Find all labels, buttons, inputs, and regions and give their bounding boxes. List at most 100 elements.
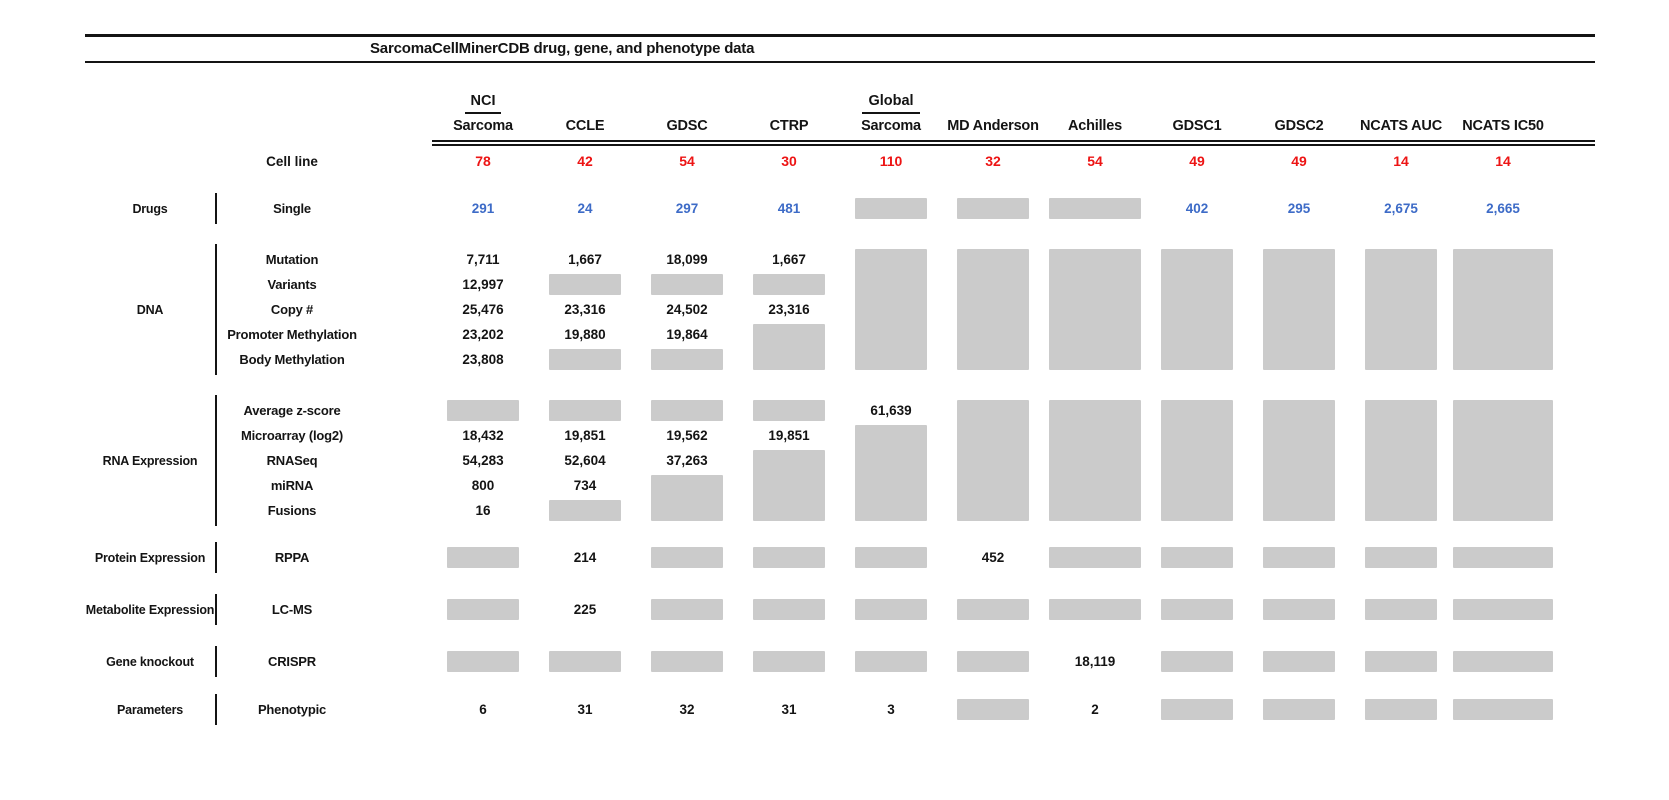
section-gap bbox=[367, 597, 432, 622]
missing-data-box bbox=[651, 547, 723, 568]
section-label: DNA bbox=[136, 302, 164, 317]
missing-data-box bbox=[1263, 599, 1335, 620]
missing-data-box bbox=[1453, 599, 1553, 620]
data-value: 37,263 bbox=[666, 453, 708, 468]
missing-data-box bbox=[957, 198, 1029, 219]
section-row-labels: Mutation Variants Copy # Promoter Methylati… bbox=[217, 247, 367, 372]
cell-line-count: 14 bbox=[1393, 153, 1409, 169]
section-gene-knockout: Gene knockout CRISPR 18,119 bbox=[85, 646, 1595, 677]
data-col-ccle: 214 bbox=[534, 545, 636, 570]
column-header-gdsc2: GDSC2 bbox=[1248, 93, 1350, 136]
missing-data-box bbox=[1049, 547, 1141, 568]
missing-data-box bbox=[855, 547, 927, 568]
page-title: SarcomaCellMinerCDB drug, gene, and phen… bbox=[370, 40, 755, 57]
cell-line-counts: 78 42 54 30 110 32 54 49 49 14 14 bbox=[432, 149, 1554, 174]
data-col-ncats-auc bbox=[1350, 545, 1452, 570]
data-value: 800 bbox=[471, 478, 495, 493]
data-col-ncats-ic50 bbox=[1452, 649, 1554, 674]
column-header-global-sarcoma: Global Sarcoma bbox=[840, 93, 942, 136]
missing-data-box bbox=[651, 475, 723, 521]
data-col-gdsc1 bbox=[1146, 649, 1248, 674]
column-header-achilles: Achilles bbox=[1044, 93, 1146, 136]
data-value: 18,432 bbox=[462, 428, 504, 443]
column-header-label: Achilles bbox=[1067, 118, 1122, 134]
missing-data-box bbox=[1365, 651, 1437, 672]
row-label-lc-ms: LC-MS bbox=[271, 602, 313, 617]
data-value: 2,665 bbox=[1486, 201, 1520, 216]
column-header-ctrp: CTRP bbox=[738, 93, 840, 136]
cell-line-label: Cell line bbox=[266, 154, 318, 169]
row-label-rnaseq: RNASeq bbox=[266, 453, 318, 468]
row-label-crispr: CRISPR bbox=[268, 654, 316, 669]
data-col-achilles bbox=[1044, 545, 1146, 570]
row-label-phenotypic: Phenotypic bbox=[257, 702, 327, 717]
data-value: 24 bbox=[577, 201, 593, 216]
data-value: 19,880 bbox=[564, 327, 606, 342]
section-parameters: Parameters Phenotypic 6 31 32 31 3 2 bbox=[85, 694, 1595, 725]
data-value: 18,119 bbox=[1074, 654, 1116, 669]
section-data-columns: 291 24 297 481 402 295 2,675 2,665 bbox=[432, 196, 1554, 221]
column-header-label: CCLE bbox=[565, 118, 605, 134]
data-col-nci-sarcoma: 6 bbox=[432, 697, 534, 722]
cell-line-count: 14 bbox=[1495, 153, 1511, 169]
section-data-columns: 6 31 32 31 3 2 bbox=[432, 697, 1554, 722]
missing-data-box bbox=[1453, 547, 1553, 568]
data-col-achilles bbox=[1044, 247, 1146, 372]
row-label-fusions: Fusions bbox=[267, 503, 317, 518]
row-label-mirna: miRNA bbox=[270, 478, 314, 493]
missing-data-box bbox=[855, 425, 927, 521]
missing-data-box bbox=[549, 349, 621, 370]
data-col-ctrp bbox=[738, 597, 840, 622]
data-value: 6 bbox=[479, 702, 487, 717]
cell-line-count-col-md-anderson: 32 bbox=[942, 149, 1044, 174]
data-value: 19,851 bbox=[564, 428, 606, 443]
cell-line-count-col-ncats-ic50: 14 bbox=[1452, 149, 1554, 174]
cell-line-row: Cell line 78 42 54 30 110 32 54 49 49 14 14 bbox=[85, 149, 1595, 174]
data-col-gdsc: 19,562 37,263 bbox=[636, 398, 738, 523]
data-value: 52,604 bbox=[564, 453, 606, 468]
table-content: SarcomaCellMinerCDB drug, gene, and phen… bbox=[85, 0, 1595, 725]
missing-data-box bbox=[1263, 547, 1335, 568]
section-label-rna-expression: RNA Expression bbox=[85, 398, 215, 523]
row-label-body-methylation: Body Methylation bbox=[239, 352, 345, 367]
column-header-label: GDSC bbox=[666, 118, 708, 134]
data-col-md-anderson bbox=[942, 196, 1044, 221]
row-label-copy: Copy # bbox=[270, 302, 314, 317]
data-col-gdsc1: 402 bbox=[1146, 196, 1248, 221]
data-value: 481 bbox=[777, 201, 801, 216]
section-data-columns: 18,119 bbox=[432, 649, 1554, 674]
data-col-ncats-auc bbox=[1350, 697, 1452, 722]
section-gap bbox=[367, 247, 432, 372]
column-header-label: CTRP bbox=[769, 118, 809, 134]
missing-data-box bbox=[1049, 198, 1141, 219]
data-col-ncats-ic50 bbox=[1452, 697, 1554, 722]
missing-data-box bbox=[957, 599, 1029, 620]
double-rule bbox=[432, 140, 1595, 146]
data-col-achilles bbox=[1044, 398, 1146, 523]
cell-line-count: 42 bbox=[577, 153, 593, 169]
missing-data-box bbox=[1263, 699, 1335, 720]
section-label: RNA Expression bbox=[102, 453, 198, 468]
data-value: 31 bbox=[781, 702, 797, 717]
data-col-gdsc1 bbox=[1146, 398, 1248, 523]
data-value: 291 bbox=[471, 201, 495, 216]
missing-data-box bbox=[651, 651, 723, 672]
column-header-label: MD Anderson bbox=[947, 118, 1039, 134]
section-divider bbox=[215, 395, 217, 526]
data-value: 402 bbox=[1185, 201, 1209, 216]
section-protein-expression: Protein Expression RPPA 214 452 bbox=[85, 542, 1595, 573]
data-col-ctrp: 19,851 bbox=[738, 398, 840, 523]
column-header-line1: Global bbox=[862, 93, 920, 114]
data-col-gdsc1 bbox=[1146, 247, 1248, 372]
section-label: Drugs bbox=[132, 201, 168, 216]
data-col-ncats-ic50 bbox=[1452, 247, 1554, 372]
missing-data-box bbox=[753, 450, 825, 521]
column-headers: NCI Sarcoma CCLE GDSC CTRP Global Sarcoma MD An… bbox=[432, 93, 1554, 136]
section-label-dna: DNA bbox=[85, 247, 215, 372]
data-col-global-sarcoma bbox=[840, 247, 942, 372]
section-row-labels: CRISPR bbox=[217, 649, 367, 674]
section-label-gene-knockout: Gene knockout bbox=[85, 649, 215, 674]
section-divider bbox=[215, 542, 217, 573]
missing-data-box bbox=[1263, 400, 1335, 521]
section-label-parameters: Parameters bbox=[85, 697, 215, 722]
